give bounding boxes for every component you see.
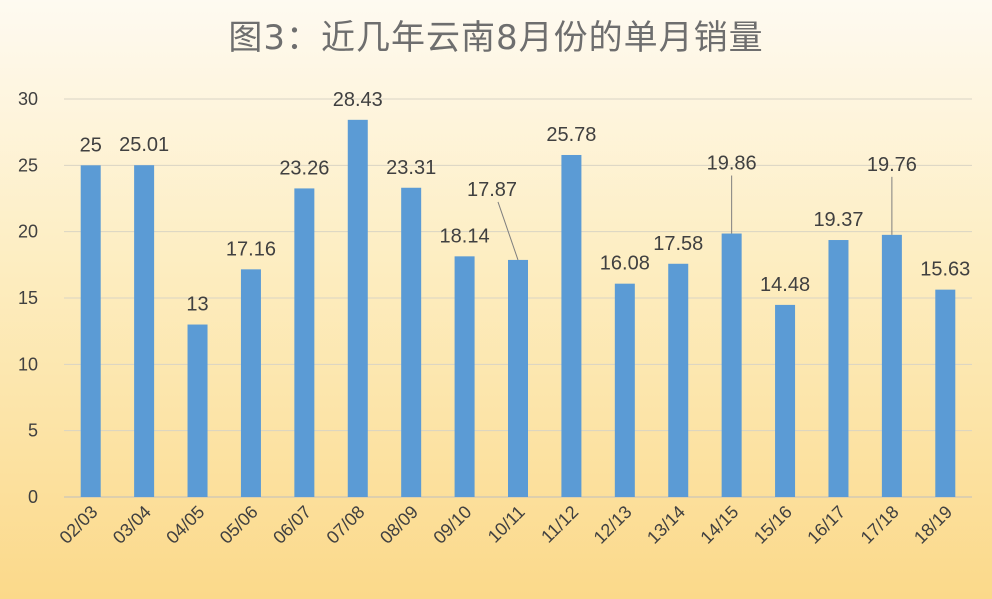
x-tick-label: 13/14 [643,502,689,548]
x-tick-label: 10/11 [484,502,529,547]
bar [508,259,528,497]
bar [935,289,956,497]
bar [294,188,315,497]
data-label: 14.48 [760,274,810,296]
bar [347,119,368,497]
y-tick-label: 15 [18,288,38,308]
data-label: 16.08 [600,253,650,275]
data-label: 28.43 [333,89,383,111]
bar [80,165,101,498]
bar [668,263,689,497]
x-tick-label: 08/09 [376,502,422,548]
data-label: 23.26 [279,157,329,179]
y-tick-label: 20 [18,222,38,242]
x-tick-label: 16/17 [803,502,849,548]
x-tick-label: 14/15 [696,502,742,548]
x-tick-label: 06/07 [269,502,315,548]
data-label: 15.63 [920,259,970,281]
bar [134,165,155,497]
bar [828,240,849,498]
x-tick-label: 04/05 [162,502,208,548]
x-tick-label: 17/18 [857,502,903,548]
x-tick-label: 05/06 [216,502,262,548]
data-label: 19.86 [707,153,757,175]
x-tick-label: 18/19 [910,502,956,548]
data-label: 18.14 [440,225,490,247]
x-tick-label: 03/04 [109,502,155,548]
x-tick-label: 09/10 [429,502,475,548]
y-tick-label: 25 [18,155,38,175]
leader-line [497,201,519,261]
data-label: 17.58 [653,233,703,255]
y-tick-label: 10 [18,354,38,374]
data-label: 17.87 [467,179,517,201]
x-tick-label: 02/03 [56,502,102,548]
x-tick-label: 07/08 [323,502,369,548]
bar [775,304,796,497]
data-label: 13 [186,294,208,316]
x-tick-label: 12/13 [590,502,636,548]
data-label: 23.31 [386,157,436,179]
y-tick-label: 30 [18,89,38,109]
bar [187,324,208,497]
bar [401,187,422,497]
chart-title: 图3：近几年云南8月份的单月销量 [228,18,764,58]
data-label: 19.76 [867,154,917,176]
bar [454,256,475,497]
y-tick-label: 0 [28,487,38,507]
data-label: 25.78 [546,124,596,146]
bar [881,234,902,498]
x-tick-label: 11/12 [537,502,582,547]
bar [721,233,742,498]
data-label: 25.01 [119,134,169,156]
bar [561,154,582,497]
bar [614,283,635,497]
x-tick-label: 15/16 [750,502,796,548]
data-label: 17.16 [226,238,276,260]
bar [240,269,261,497]
y-tick-label: 5 [28,421,38,441]
data-label: 19.37 [813,209,863,231]
data-label: 25 [80,134,102,156]
